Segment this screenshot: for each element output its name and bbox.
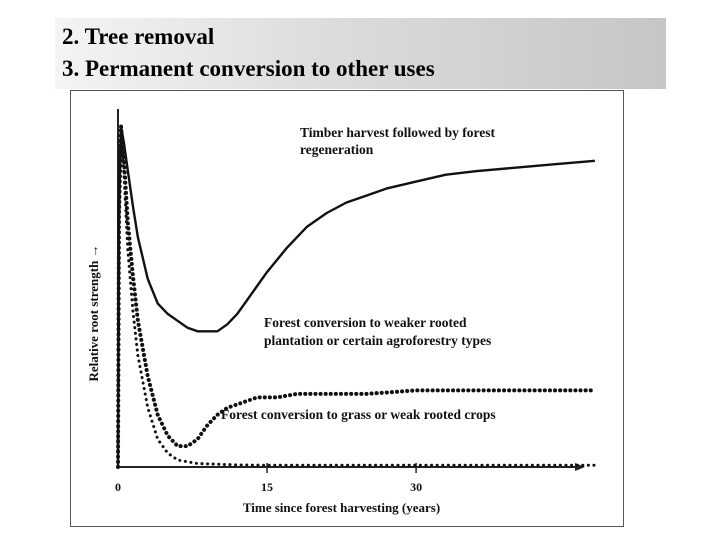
figure-frame: 0 15 30 Time since forest harvesting (years… [70, 90, 624, 527]
series-layer [116, 124, 597, 469]
slide-title-line-2: 3. Permanent conversion to other uses [62, 56, 435, 81]
y-axis-label-group: Relative root strength → [86, 244, 101, 381]
series-label-3-line-1: Forest conversion to grass or weak roote… [221, 407, 496, 422]
slide-header-bar [55, 18, 666, 89]
labels-layer: Timber harvest followed by forest regener… [221, 125, 496, 422]
x-tick-label: 0 [115, 480, 121, 494]
slide-title-line-1: 2. Tree removal [62, 24, 215, 49]
x-tick-label: 15 [261, 480, 273, 494]
series-label-1-line-2: regeneration [300, 142, 374, 157]
y-axis-label: Relative root strength → [86, 244, 101, 381]
series-line-3 [116, 125, 597, 469]
root-strength-chart: 0 15 30 Time since forest harvesting (years… [86, 109, 597, 515]
series-label-1-line-1: Timber harvest followed by forest [300, 125, 495, 140]
series-line-1 [116, 124, 596, 468]
x-axis-label: Time since forest harvesting (years) [243, 500, 440, 515]
x-tick-label: 30 [410, 480, 422, 494]
series-label-2-line-2: plantation or certain agroforestry types [264, 333, 491, 348]
series-line-2 [116, 125, 597, 469]
series-label-2-line-1: Forest conversion to weaker rooted [264, 315, 467, 330]
axes: 0 15 30 Time since forest harvesting (years… [86, 109, 585, 515]
